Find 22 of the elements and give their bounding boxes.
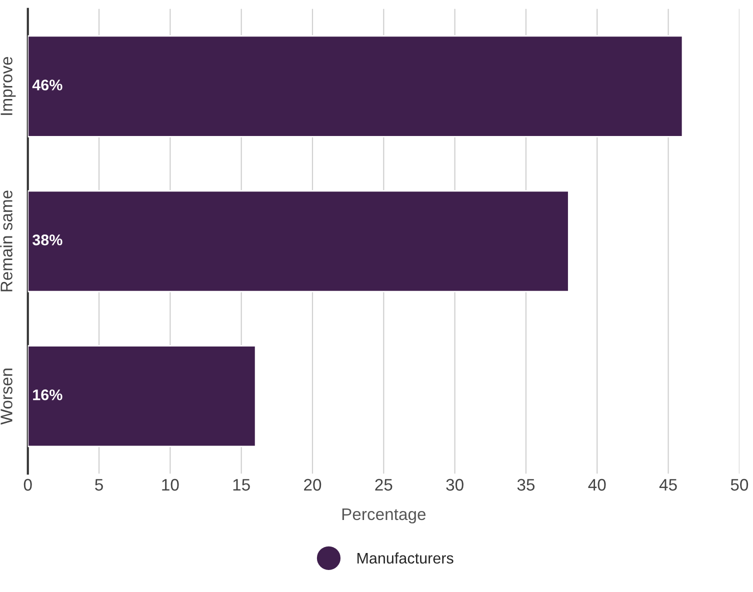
x-tick-label: 20 [304, 478, 322, 491]
data-label: 16% [33, 389, 62, 400]
x-tick-label: 15 [233, 479, 250, 491]
legend-label: Manufacturers [357, 552, 454, 564]
x-tick-label: 45 [659, 479, 677, 491]
bar [28, 35, 684, 138]
bar [28, 345, 256, 448]
x-tick-label: 10 [162, 478, 179, 491]
y-tick-label: Remain same [0, 190, 12, 292]
y-tick-label: Improve [0, 56, 16, 115]
data-label: 38% [32, 234, 62, 246]
x-tick-label: 30 [446, 478, 464, 491]
x-tick-label: 5 [95, 479, 103, 491]
x-axis-title: Percentage [342, 508, 426, 524]
x-tick-label: 35 [517, 478, 535, 491]
y-tick-label: Worsen [0, 368, 12, 425]
x-tick-label: 50 [730, 478, 748, 491]
bar [28, 190, 570, 292]
x-tick-label: 0 [24, 478, 32, 491]
x-tick-label: 40 [588, 478, 606, 491]
data-label: 46% [32, 80, 62, 90]
x-tick-label: 25 [375, 478, 392, 491]
